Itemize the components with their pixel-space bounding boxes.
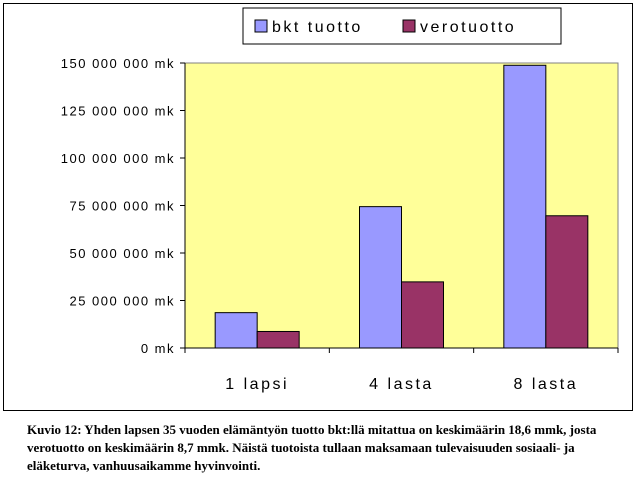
bar-verotuotto-1 [256, 330, 300, 349]
legend-swatch-verotuotto [402, 19, 416, 33]
legend-box [242, 7, 562, 45]
chart-frame: 0 mk 25 000 000 mk 50 000 000 mk 75 000 000… [3, 3, 633, 411]
bar-bkt-tuotto-1 [214, 312, 258, 349]
y-tick-label: 100 000 000 mk [61, 151, 175, 166]
x-category-label: 8 lasta [514, 376, 579, 393]
x-category-label: 1 lapsi [225, 376, 289, 393]
x-category-label: 4 lasta [369, 376, 434, 393]
y-tick-label: 125 000 000 mk [61, 104, 175, 119]
y-tick-label: 75 000 000 mk [69, 199, 175, 214]
bar-verotuotto-2 [401, 281, 444, 349]
bar-bkt-tuotto-3 [503, 64, 547, 349]
y-tick-label: 150 000 000 mk [61, 56, 175, 71]
bar-chart: 0 mk 25 000 000 mk 50 000 000 mk 75 000 000… [61, 7, 619, 393]
bar-verotuotto-3 [545, 215, 589, 349]
legend-label-bkt-tuotto: bkt tuotto [272, 19, 363, 36]
legend-label-verotuotto: verotuotto [420, 19, 516, 36]
y-tick-label: 0 mk [141, 341, 175, 356]
legend-swatch-bkt-tuotto [254, 19, 268, 33]
bar-bkt-tuotto-2 [359, 206, 402, 349]
y-tick-label: 50 000 000 mk [69, 246, 175, 261]
figure-caption: Kuvio 12: Yhden lapsen 35 vuoden elämänt… [27, 422, 597, 473]
y-tick-label: 25 000 000 mk [69, 294, 175, 309]
legend: bkt tuotto verotuotto [242, 7, 562, 45]
